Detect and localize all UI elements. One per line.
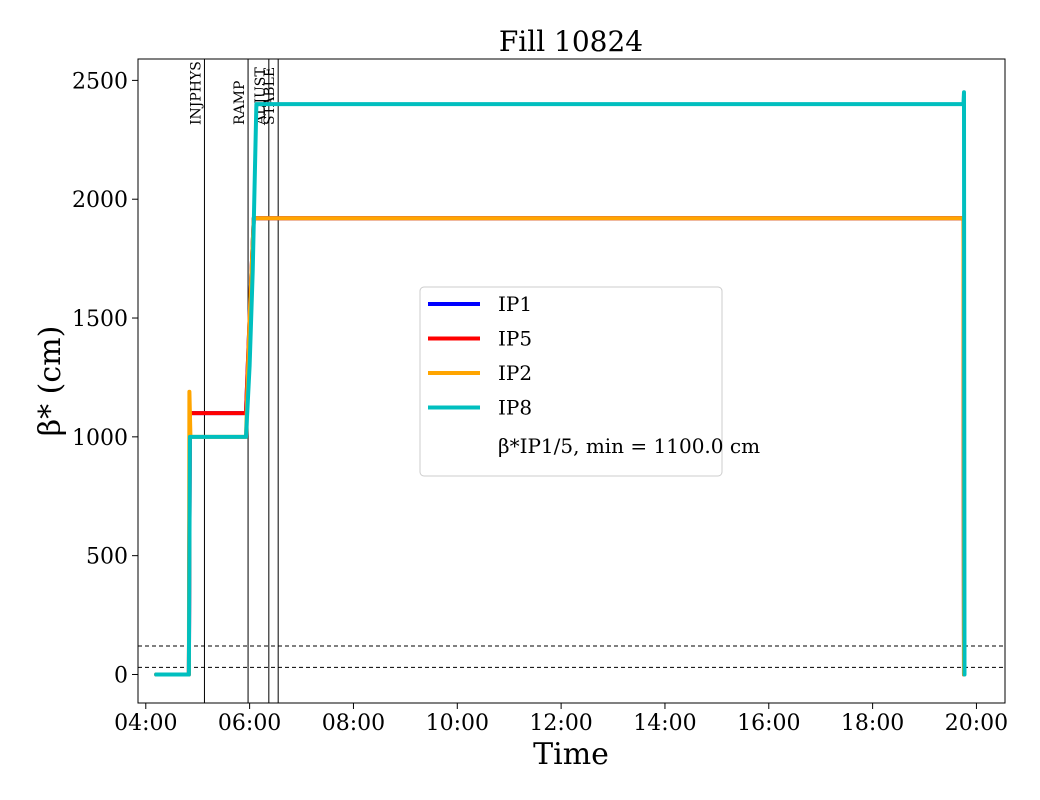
x-axis: 04:00 06:00 08:00 10:00 12:00 14:00 16:00 18:00…	[114, 703, 1008, 736]
chart-title: Fill 10824	[499, 25, 643, 58]
phase-label: STABLE	[262, 67, 278, 125]
phase-label: INJPHYS	[188, 61, 204, 125]
y-axis: 0 500 1000 1500 2000 2500	[72, 69, 138, 688]
x-tick-label: 10:00	[426, 711, 489, 736]
x-tick-label: 06:00	[218, 711, 281, 736]
y-tick-label: 500	[86, 545, 128, 570]
x-tick-label: 16:00	[737, 711, 800, 736]
legend-note: β*IP1/5, min = 1100.0 cm	[498, 434, 760, 458]
x-tick-label: 14:00	[633, 711, 696, 736]
y-tick-label: 0	[114, 663, 128, 688]
phase-label: RAMP	[232, 81, 248, 125]
legend: IP1 IP5 IP2 IP8 β*IP1/5, min = 1100.0 cm	[419, 286, 760, 477]
series-line-ip8	[154, 90, 967, 677]
y-tick-label: 1500	[72, 307, 128, 332]
plot-frame	[137, 58, 1006, 704]
legend-label-ip2: IP2	[498, 361, 532, 385]
legend-box	[419, 286, 723, 477]
x-tick-label: 04:00	[114, 711, 177, 736]
legend-label-ip5: IP5	[498, 327, 532, 351]
y-tick-label: 2000	[72, 188, 128, 213]
legend-label-ip1: IP1	[498, 292, 532, 316]
y-axis-label: β* (cm)	[33, 326, 68, 437]
legend-label-ip8: IP8	[498, 396, 532, 420]
x-tick-label: 20:00	[945, 711, 1008, 736]
y-tick-label: 2500	[72, 69, 128, 94]
x-tick-label: 08:00	[322, 711, 385, 736]
x-tick-label: 12:00	[529, 711, 592, 736]
x-tick-label: 18:00	[841, 711, 904, 736]
y-tick-label: 1000	[72, 426, 128, 451]
x-axis-label: Time	[533, 737, 609, 772]
